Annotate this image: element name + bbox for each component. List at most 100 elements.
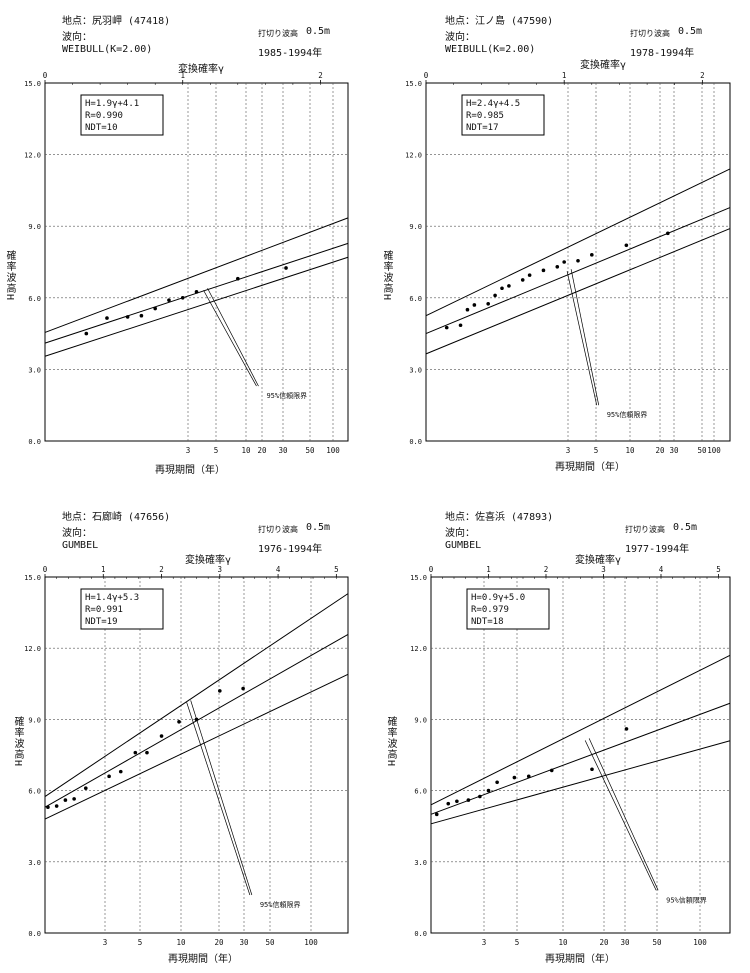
y-tick-label: 9.0 — [28, 223, 41, 231]
return-period-tick-label: 20 — [257, 446, 267, 455]
chart-panel-1: 地点：尻羽岬 (47418) 波向： WEIBULL(K=2.00) 打切り波高… — [0, 0, 375, 486]
panel-method: WEIBULL(K=2.00) — [445, 44, 536, 55]
panel-method: GUMBEL — [62, 540, 99, 551]
y-tick-label: 3.0 — [414, 859, 427, 867]
data-point — [84, 331, 89, 336]
y-tick-label: 15.0 — [410, 574, 427, 582]
return-period-tick-label: 3 — [103, 938, 108, 947]
data-point — [54, 804, 59, 808]
chart-panel-2: 地点：江ノ島 (47590) 波向： WEIBULL(K=2.00) 打切り波高… — [375, 0, 750, 486]
panel-method: WEIBULL(K=2.00) — [62, 44, 153, 55]
data-point — [624, 243, 629, 248]
data-point — [486, 301, 490, 306]
return-period-tick-label: 30 — [620, 938, 630, 947]
y-tick-label: 3.0 — [28, 366, 41, 374]
panel-cutoff-label: 打切り波高 — [630, 29, 670, 38]
y-tick-label: 12.0 — [24, 152, 41, 160]
gamma-tick-label: 0 — [424, 71, 429, 80]
gamma-tick-label: 2 — [700, 71, 705, 80]
data-point — [512, 775, 517, 780]
fit-line — [430, 702, 731, 815]
confidence-label: 95%信頼限界 — [266, 391, 307, 400]
chart-panel-3: 地点：石廊崎 (47656) 波向： GUMBEL 打切り波高 0.5m 197… — [0, 486, 375, 972]
data-point — [493, 293, 497, 298]
gamma-tick-label: 4 — [659, 565, 664, 574]
y-tick-label: 0.0 — [414, 930, 427, 938]
data-point — [105, 316, 109, 320]
x-axis-title: 再現期間（年） — [168, 954, 238, 965]
data-point — [159, 734, 164, 738]
confidence-upper-line — [44, 217, 349, 333]
confidence-label: 95%信頼限界 — [607, 410, 648, 419]
confidence-label: 95%信頼限界 — [260, 900, 301, 909]
return-period-tick-label: 100 — [326, 446, 340, 455]
data-point — [46, 805, 50, 810]
data-point — [458, 323, 463, 328]
gamma-axis-title: 変換確率γ — [580, 60, 627, 71]
gamma-tick-label: 3 — [601, 565, 606, 574]
y-tick-label: 6.0 — [409, 295, 422, 303]
confidence-pointer-line — [566, 271, 598, 406]
data-point — [107, 774, 111, 779]
gamma-tick-label: 2 — [159, 565, 164, 574]
gamma-axis-title: 変換確率γ — [178, 64, 225, 75]
stats-box — [466, 588, 550, 630]
panel-direction: 波向： — [62, 32, 92, 43]
panel-cutoff-value: 0.5m — [306, 522, 331, 533]
stats-line: R=0.990 — [85, 111, 123, 121]
confidence-upper-line — [430, 654, 731, 806]
return-period-tick-label: 3 — [482, 938, 487, 947]
y-tick-label: 0.0 — [28, 930, 41, 938]
return-period-tick-label: 3 — [566, 446, 571, 455]
y-tick-label: 12.0 — [24, 645, 41, 653]
data-point — [527, 273, 532, 277]
stats-box — [461, 94, 545, 136]
confidence-lower-line — [430, 740, 731, 825]
confidence-pointer-line — [584, 740, 657, 891]
confidence-upper-line — [425, 168, 731, 317]
data-point — [555, 264, 560, 269]
return-period-tick-label: 20 — [214, 938, 224, 947]
y-tick-label: 12.0 — [405, 152, 422, 160]
plot-frame — [44, 82, 349, 442]
panel-location: 地点：江ノ島 (47590) — [445, 16, 554, 27]
return-period-tick-label: 50 — [265, 938, 275, 947]
y-tick-label: 6.0 — [28, 788, 41, 796]
gamma-tick-label: 5 — [334, 565, 339, 574]
panel-cutoff-label: 打切り波高 — [258, 525, 298, 534]
gamma-tick-label: 5 — [716, 565, 721, 574]
return-period-tick-label: 10 — [625, 446, 635, 455]
return-period-tick-label: 50 — [652, 938, 662, 947]
data-point — [241, 686, 245, 691]
y-tick-label: 15.0 — [405, 80, 422, 88]
data-point — [576, 259, 580, 263]
y-tick-label: 9.0 — [409, 223, 422, 231]
data-point — [520, 278, 525, 282]
data-point — [177, 719, 181, 724]
panel-cutoff-value: 0.5m — [678, 26, 703, 37]
y-tick-label: 15.0 — [24, 80, 41, 88]
panel-period: 1976-1994年 — [258, 544, 323, 555]
stats-line: H=2.4γ+4.5 — [466, 99, 520, 109]
data-point — [446, 801, 451, 806]
data-point — [465, 307, 470, 312]
data-point — [526, 774, 531, 779]
y-axis-title: 確率波高H — [12, 716, 23, 768]
data-point — [444, 325, 449, 330]
return-period-tick-label: 50 — [697, 446, 707, 455]
y-tick-label: 3.0 — [409, 366, 422, 374]
data-point — [72, 797, 76, 801]
data-point — [478, 794, 482, 799]
return-period-tick-label: 30 — [239, 938, 249, 947]
data-point — [590, 253, 594, 257]
data-point — [167, 298, 171, 302]
confidence-label: 95%信頼限界 — [666, 895, 707, 904]
data-point — [236, 276, 240, 281]
data-point — [125, 315, 130, 319]
data-point — [472, 303, 477, 307]
y-tick-label: 12.0 — [410, 645, 427, 653]
stats-line: H=1.4γ+5.3 — [85, 593, 139, 603]
panel-period: 1978-1994年 — [630, 48, 695, 59]
gamma-tick-label: 0 — [429, 565, 434, 574]
